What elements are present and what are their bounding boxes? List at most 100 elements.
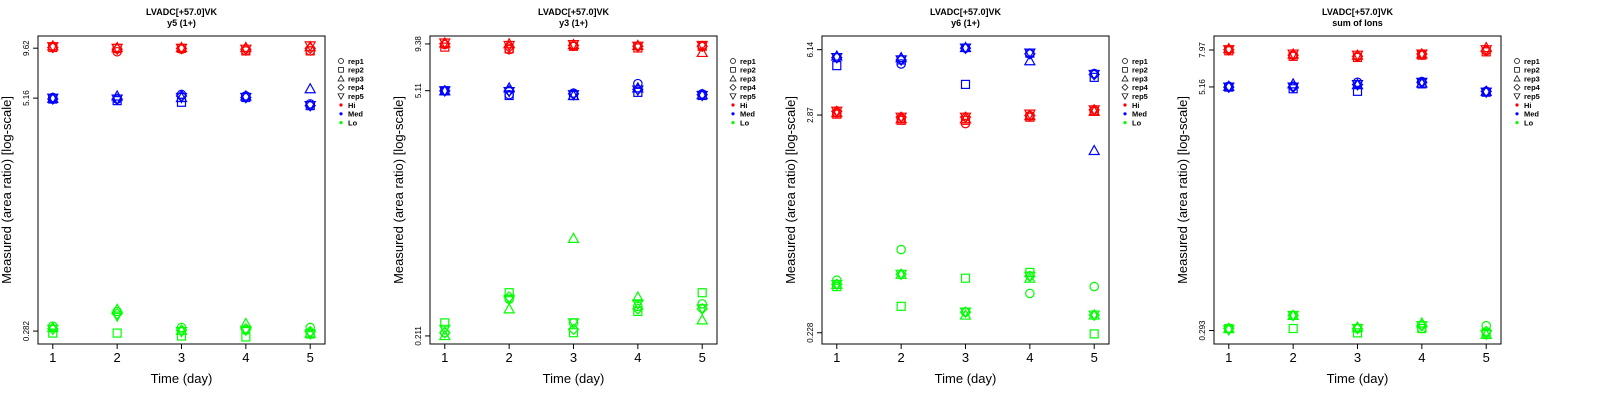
legend-marker-rep3: [1121, 74, 1129, 82]
data-point-lo-rep3: [239, 317, 252, 329]
legend-label: rep1: [1132, 57, 1148, 66]
data-point-lo-rep5: [239, 325, 252, 337]
data-point-med-rep5: [567, 90, 580, 101]
x-tick-label: 2: [114, 350, 121, 365]
y-axis-label: Measured (area ratio) [log-scale]: [0, 96, 14, 284]
data-point-lo-rep5: [1480, 329, 1493, 341]
chart-title: LVADC[+57.0]VK: [930, 7, 1001, 17]
data-point-hi-rep3: [696, 46, 709, 58]
data-point-lo-rep2: [896, 301, 906, 311]
data-points: [438, 36, 709, 341]
data-point-med-rep5: [1287, 82, 1300, 94]
data-point-hi-rep5: [1351, 50, 1364, 62]
data-point-lo-rep4: [567, 323, 580, 336]
legend-marker-med: [1123, 112, 1127, 116]
data-point-med-rep3: [1222, 80, 1235, 91]
data-point-lo-rep1: [1089, 281, 1099, 292]
data-point-med-rep3: [1480, 85, 1493, 96]
data-points: [46, 39, 317, 342]
data-point-med-rep2: [1352, 86, 1363, 96]
chart-subtitle: y5 (1+): [167, 18, 196, 28]
legend-label: rep3: [348, 74, 364, 83]
data-point-hi-rep5: [1415, 49, 1428, 61]
legend-marker-med: [731, 112, 735, 116]
data-point-hi-rep5: [830, 106, 843, 118]
data-point-hi-rep3: [1222, 42, 1235, 54]
legend-label: Lo: [348, 118, 358, 127]
legend-label: Lo: [1524, 118, 1534, 127]
legend-marker-hi: [1515, 103, 1519, 107]
x-tick-label: 3: [962, 350, 969, 365]
legend-label: rep4: [348, 83, 365, 92]
y-tick-label: 0.211: [414, 326, 423, 346]
legend-marker-lo: [339, 121, 343, 125]
x-axis-label: Time (day): [1327, 371, 1389, 386]
data-point-med-rep5: [631, 85, 644, 97]
legend-marker-med: [339, 112, 343, 116]
data-point-hi-rep5: [1287, 49, 1300, 61]
legend-label: rep5: [740, 92, 756, 101]
legend-label: Med: [1524, 110, 1539, 119]
data-point-lo-rep2: [112, 328, 122, 338]
y-axis-label: Measured (area ratio) [log-scale]: [1175, 96, 1190, 284]
x-axis-label: Time (day): [151, 371, 213, 386]
data-point-hi-rep5: [1088, 105, 1101, 117]
data-point-med-rep3: [959, 41, 972, 53]
data-point-hi-rep5: [1480, 45, 1493, 56]
data-point-lo-rep5: [1287, 310, 1300, 322]
legend-marker-rep3: [1513, 74, 1521, 82]
y-tick-label: 5.11: [414, 83, 423, 99]
y-tick-label: 6.14: [806, 41, 815, 57]
legend-marker-rep5: [337, 93, 345, 100]
data-point-hi-rep5: [111, 43, 124, 55]
x-tick-label: 4: [242, 350, 249, 365]
data-points: [830, 41, 1101, 339]
legend-marker-rep4: [1121, 83, 1129, 91]
legend-label: rep2: [348, 66, 364, 75]
data-point-hi-rep5: [503, 40, 516, 52]
chart-subtitle: y6 (1+): [951, 18, 980, 28]
legend-label: rep5: [1132, 92, 1148, 101]
legend-marker-rep2: [730, 67, 736, 73]
data-point-hi-rep4: [304, 42, 317, 55]
y-tick-label: 0.293: [1198, 320, 1207, 341]
x-tick-label: 1: [441, 350, 448, 365]
data-point-lo-rep5: [830, 279, 843, 291]
data-point-hi-rep3: [631, 39, 644, 51]
data-point-hi-rep3: [175, 41, 188, 53]
data-point-med-rep5: [239, 92, 252, 104]
legend-marker-rep3: [337, 74, 345, 82]
x-tick-label: 5: [1483, 350, 1490, 365]
chart-title: LVADC[+57.0]VK: [1322, 7, 1393, 17]
data-point-lo-rep5: [696, 304, 709, 316]
data-point-lo-rep3: [567, 232, 580, 243]
legend-marker-rep3: [729, 74, 737, 82]
data-point-lo-rep5: [567, 318, 580, 330]
legend-marker-hi: [731, 103, 735, 107]
legend-marker-hi: [1123, 103, 1127, 107]
data-point-med-rep3: [696, 88, 709, 100]
data-point-hi-rep5: [567, 40, 580, 51]
data-point-hi-rep5: [696, 40, 709, 52]
x-tick-label: 1: [1225, 350, 1232, 365]
data-point-lo-rep2: [1352, 328, 1363, 338]
y-tick-label: 2.87: [806, 107, 815, 123]
data-point-med-rep5: [1351, 80, 1364, 91]
data-point-lo-rep1: [305, 322, 315, 333]
legend-marker-rep2: [1122, 67, 1128, 73]
data-point-lo-rep4: [438, 326, 451, 339]
legend-label: rep1: [1524, 57, 1540, 66]
legend-label: rep2: [1132, 66, 1148, 75]
legend-label: Med: [348, 110, 363, 119]
data-point-hi-rep1: [960, 118, 971, 129]
x-tick-label: 4: [1418, 350, 1425, 365]
x-tick-label: 4: [1026, 350, 1033, 365]
data-point-med-rep5: [1222, 82, 1235, 94]
x-tick-label: 1: [49, 350, 56, 365]
legend-label: rep4: [740, 83, 757, 92]
legend-label: rep2: [740, 66, 756, 75]
data-point-lo-rep2: [504, 288, 514, 298]
